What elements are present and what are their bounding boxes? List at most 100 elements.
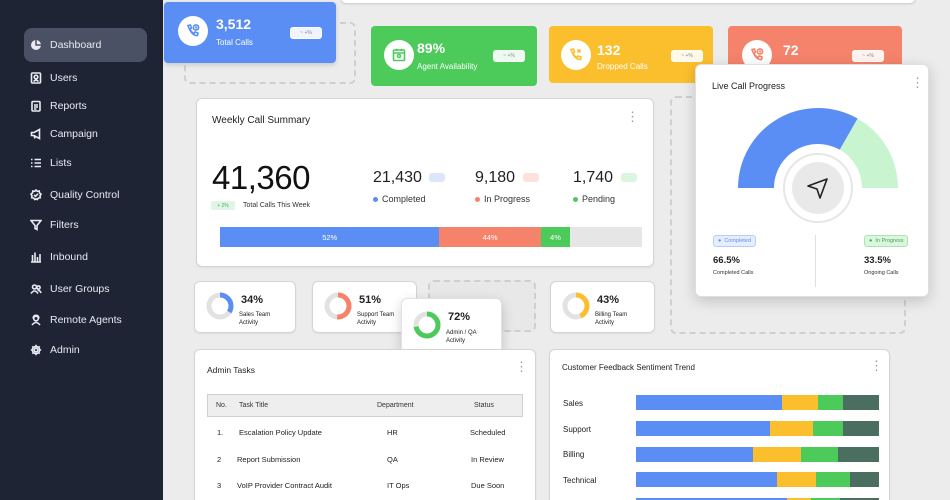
sidebar-item-campaign[interactable]: Campaign xyxy=(24,119,147,149)
cell-status: In Review xyxy=(471,455,504,464)
in-progress-value: 33.5% xyxy=(864,255,891,266)
sidebar-item-users[interactable]: Users xyxy=(24,63,147,93)
sidebar-item-dashboard[interactable]: Dashboard xyxy=(24,28,147,62)
sidebar-item-user-groups[interactable]: User Groups xyxy=(24,274,147,304)
sidebar-item-label: Reports xyxy=(50,100,87,112)
trend-sparkline: ~ +% xyxy=(493,50,525,62)
in-progress-label: Ongoing Calls xyxy=(864,270,899,276)
call-status-progress-bar: 52% 44% 4% xyxy=(220,227,642,247)
metric-in-progress: 9,180 In Progress xyxy=(475,169,539,204)
sidebar-item-remote-agents[interactable]: Remote Agents xyxy=(24,305,147,335)
sidebar-item-inbound[interactable]: Inbound xyxy=(24,242,147,272)
column-header: No. xyxy=(216,402,227,409)
sentiment-category: Technical xyxy=(563,476,597,485)
live-call-progress-card: Live Call Progress ⋮ ● Completed 66.5% C… xyxy=(695,64,929,297)
activity-ring-fill xyxy=(562,292,590,320)
activity-card-sales[interactable]: 34% Sales Team Activity xyxy=(194,281,296,333)
more-options-icon[interactable]: ⋮ xyxy=(626,109,639,124)
sentiment-segment xyxy=(776,472,816,487)
metric-value: 9,180 xyxy=(475,169,516,186)
divider xyxy=(815,235,816,287)
column-header: Department xyxy=(377,402,414,409)
more-options-icon[interactable]: ⋮ xyxy=(870,358,883,373)
sidebar-item-label: Filters xyxy=(50,219,79,231)
metric-label: Completed xyxy=(382,194,426,204)
remote-agent-icon xyxy=(30,314,42,326)
sentiment-segment xyxy=(752,447,802,462)
card-title: Weekly Call Summary xyxy=(212,115,311,126)
sidebar-item-filters[interactable]: Filters xyxy=(24,210,147,240)
card-title: Live Call Progress xyxy=(712,81,786,91)
badge-icon xyxy=(30,189,42,201)
admin-tasks-card: Admin Tasks ⋮ No. Task Title Department … xyxy=(194,349,536,500)
sentiment-segment xyxy=(636,472,777,487)
card-title: Customer Feedback Sentiment Trend xyxy=(562,363,695,372)
sentiment-bar xyxy=(636,421,879,436)
activity-label: Admin / QA Activity xyxy=(446,330,477,344)
sentiment-segment xyxy=(636,421,770,436)
sidebar-item-label: Quality Control xyxy=(50,189,120,201)
metric-tag xyxy=(429,173,445,182)
sentiment-segment xyxy=(837,447,879,462)
sentiment-segment xyxy=(801,447,838,462)
navigation-arrow-icon xyxy=(807,178,828,199)
table-row[interactable]: 3 VoIP Provider Contract Audit IT Ops Du… xyxy=(207,474,523,500)
progress-segment: 52% xyxy=(220,227,440,247)
metric-label: Pending xyxy=(582,194,616,204)
legend-dot xyxy=(573,196,578,202)
metric-tag xyxy=(621,173,637,182)
sidebar-item-quality-control[interactable]: Quality Control xyxy=(24,180,147,210)
activity-card-support[interactable]: 51% Support Team Activity xyxy=(312,281,417,333)
cell-no: 1. xyxy=(217,428,224,437)
customer-feedback-card: Customer Feedback Sentiment Trend ⋮ Sale… xyxy=(549,349,890,500)
card-title: Admin Tasks xyxy=(207,365,256,375)
stat-value: 3,512 xyxy=(216,16,252,32)
weekly-total: 41,360 xyxy=(212,159,310,196)
sidebar-item-lists[interactable]: Lists xyxy=(24,148,147,178)
sidebar-item-label: Inbound xyxy=(50,251,88,263)
sentiment-category: Sales xyxy=(563,399,584,408)
sidebar-item-reports[interactable]: Reports xyxy=(24,91,147,121)
sentiment-segment xyxy=(849,472,879,487)
activity-card-admin-qa[interactable]: 72% Admin / QA Activity xyxy=(401,298,502,354)
activity-card-billing[interactable]: 43% Billing Team Activity xyxy=(550,281,655,333)
sidebar-item-label: Users xyxy=(50,72,78,84)
sentiment-category: Billing xyxy=(563,450,585,459)
sentiment-bar-partial xyxy=(636,498,879,500)
cell-department: IT Ops xyxy=(387,481,410,490)
stat-value: 89% xyxy=(417,40,446,56)
progress-segment: 4% xyxy=(540,227,571,247)
sentiment-segment xyxy=(813,421,843,436)
more-options-icon[interactable]: ⋮ xyxy=(911,75,924,90)
gear-icon xyxy=(30,344,42,356)
sentiment-segment xyxy=(781,395,819,410)
activity-percent: 43% xyxy=(597,294,620,306)
table-row[interactable]: 1. Escalation Policy Update HR Scheduled xyxy=(207,421,523,447)
stat-card-dropped-calls[interactable]: 132 Dropped Calls ~ +% xyxy=(549,26,713,83)
sentiment-bar xyxy=(636,395,879,410)
activity-ring-fill xyxy=(413,311,441,339)
trend-sparkline: ~ +% xyxy=(290,27,322,39)
stat-card-agent-availability[interactable]: 89% Agent Availability ~ +% xyxy=(371,26,537,86)
sentiment-category: Support xyxy=(563,425,592,434)
sentiment-segment xyxy=(636,447,753,462)
stat-card-total-calls[interactable]: 3,512 Total Calls ~ +% xyxy=(164,2,336,63)
column-header: Task Title xyxy=(239,402,269,409)
table-row[interactable]: 2 Report Submission QA In Review xyxy=(207,448,523,474)
sentiment-segment xyxy=(636,395,782,410)
trend-sparkline: ~ +% xyxy=(671,50,703,62)
cell-task: VoIP Provider Contract Audit xyxy=(237,481,332,490)
activity-ring-fill xyxy=(206,292,234,320)
activity-percent: 51% xyxy=(359,294,382,306)
activity-label: Billing Team Activity xyxy=(595,312,628,326)
cell-status: Due Soon xyxy=(471,481,505,490)
trend-sparkline: ~ +% xyxy=(852,50,884,62)
activity-label: Support Team Activity xyxy=(357,312,395,326)
sentiment-segment xyxy=(842,395,879,410)
sidebar-item-admin[interactable]: Admin xyxy=(24,335,147,365)
user-group-icon xyxy=(30,283,42,295)
more-options-icon[interactable]: ⋮ xyxy=(515,359,528,374)
metric-completed: 21,430 Completed xyxy=(373,169,445,204)
stat-label: Total Calls xyxy=(216,38,253,47)
top-panel-edge xyxy=(340,0,916,4)
